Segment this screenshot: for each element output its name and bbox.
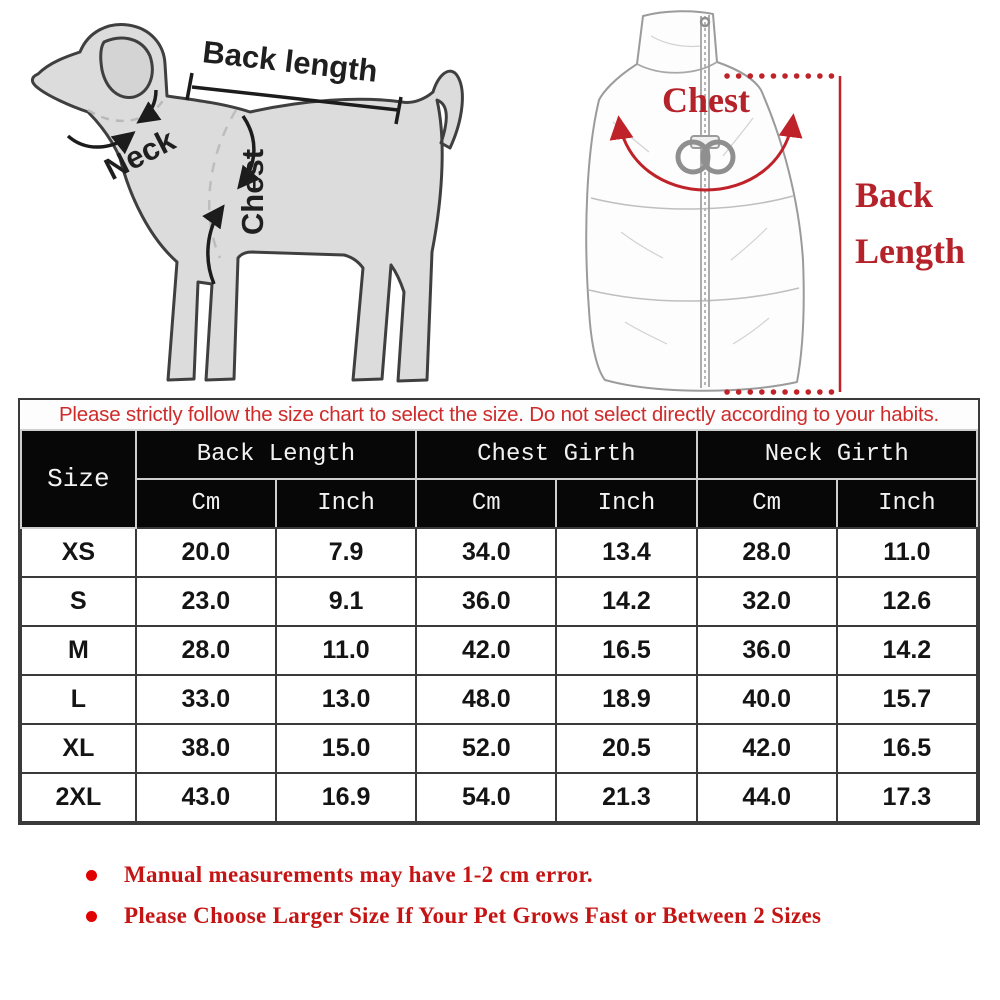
back-length-tick-right [394,96,403,125]
back-length-tick-left [185,72,194,101]
bullet-icon [86,910,97,922]
vest-dring-right [700,139,736,175]
vest-dring-left [675,139,711,175]
value-cell: 28.0 [134,625,277,676]
size-chart-block: Please strictly follow the size chart to… [18,398,980,825]
value-cell: 43.0 [134,772,277,823]
value-cell: 20.5 [555,723,698,774]
dog-measurement-diagram: Back length Neck Chest [30,22,464,383]
value-cell: 14.2 [835,625,979,676]
size-cell: L [20,674,137,725]
chest-arrow-down [237,115,261,190]
vest-measurement-diagram: Chest Back Length [585,10,965,395]
unit-chest-cm: Cm [415,478,558,529]
value-cell: 21.3 [555,772,698,823]
back-length-line [191,85,399,112]
vest-collar-seam [636,61,718,74]
table-row-2xl: 2XL 43.0 16.9 54.0 21.3 44.0 17.3 [20,772,979,823]
measurement-diagrams: Back length Neck Chest [0,0,1000,398]
chest-arrow-up [202,204,225,285]
vest-back-label: Back [855,175,933,215]
unit-neck-inch: Inch [835,478,979,529]
value-cell: 42.0 [415,625,558,676]
value-cell: 14.2 [555,576,698,627]
vest-zipper-pull [699,16,711,28]
size-warning-text: Please strictly follow the size chart to… [20,400,978,429]
unit-chest-inch: Inch [555,478,698,529]
dog-ear [99,36,154,99]
value-cell: 15.7 [835,674,979,725]
unit-neck-cm: Cm [695,478,838,529]
value-cell: 32.0 [695,576,838,627]
value-cell: 23.0 [134,576,277,627]
value-cell: 36.0 [695,625,838,676]
table-row-xs: XS 20.0 7.9 34.0 13.4 28.0 11.0 [20,527,979,578]
value-cell: 33.0 [134,674,277,725]
dog-back-length-label: Back length [201,34,380,89]
value-cell: 20.0 [134,527,277,578]
value-cell: 12.6 [835,576,979,627]
value-cell: 16.5 [555,625,698,676]
value-cell: 48.0 [415,674,558,725]
table-row-l: L 33.0 13.0 48.0 18.9 40.0 15.7 [20,674,979,725]
value-cell: 54.0 [415,772,558,823]
value-cell: 17.3 [835,772,979,823]
size-cell: M [20,625,137,676]
value-cell: 13.0 [274,674,418,725]
value-cell: 11.0 [274,625,418,676]
size-table: Size Back Length Chest Girth Neck Girth … [20,429,979,823]
value-cell: 40.0 [695,674,838,725]
col-header-neck-girth: Neck Girth [695,429,979,480]
vest-chest-label: Chest [662,80,750,120]
neck-arrow-left [66,131,136,155]
value-cell: 16.9 [274,772,418,823]
note-measurement-error: Manual measurements may have 1-2 cm erro… [86,860,821,890]
unit-back-cm: Cm [134,478,277,529]
note-text: Please Choose Larger Size If Your Pet Gr… [124,903,822,928]
chest-guide-dashed [207,109,238,259]
note-text: Manual measurements may have 1-2 cm erro… [124,862,593,887]
col-header-chest-girth: Chest Girth [415,429,698,480]
value-cell: 34.0 [415,527,558,578]
value-cell: 9.1 [274,576,418,627]
value-cell: 11.0 [835,527,979,578]
size-cell: S [20,576,137,627]
col-header-size: Size [20,429,137,529]
value-cell: 44.0 [695,772,838,823]
vest-length-label: Length [855,231,965,271]
value-cell: 15.0 [274,723,418,774]
table-row-s: S 23.0 9.1 36.0 14.2 32.0 12.6 [20,576,979,627]
table-row-xl: XL 38.0 15.0 52.0 20.5 42.0 16.5 [20,723,979,774]
size-cell: 2XL [20,772,137,823]
col-header-back-length: Back Length [134,429,418,480]
neck-arrow-top [136,89,162,124]
vest-quilt-seam-1 [590,195,794,210]
value-cell: 13.4 [555,527,698,578]
note-choose-larger: Please Choose Larger Size If Your Pet Gr… [86,901,821,931]
value-cell: 18.9 [555,674,698,725]
value-cell: 28.0 [695,527,838,578]
value-cell: 36.0 [415,576,558,627]
bullet-icon [86,869,97,881]
size-cell: XS [20,527,137,578]
dog-chest-label: Chest [235,149,270,235]
value-cell: 7.9 [274,527,418,578]
vest-chest-girth-arrow [609,113,803,192]
value-cell: 16.5 [835,723,979,774]
value-cell: 42.0 [695,723,838,774]
table-row-m: M 28.0 11.0 42.0 16.5 36.0 14.2 [20,625,979,676]
unit-back-inch: Inch [274,478,418,529]
vest-quilt-seam-2 [588,287,800,302]
value-cell: 38.0 [134,723,277,774]
value-cell: 52.0 [415,723,558,774]
notes-section: Manual measurements may have 1-2 cm erro… [86,860,821,942]
size-cell: XL [20,723,137,774]
